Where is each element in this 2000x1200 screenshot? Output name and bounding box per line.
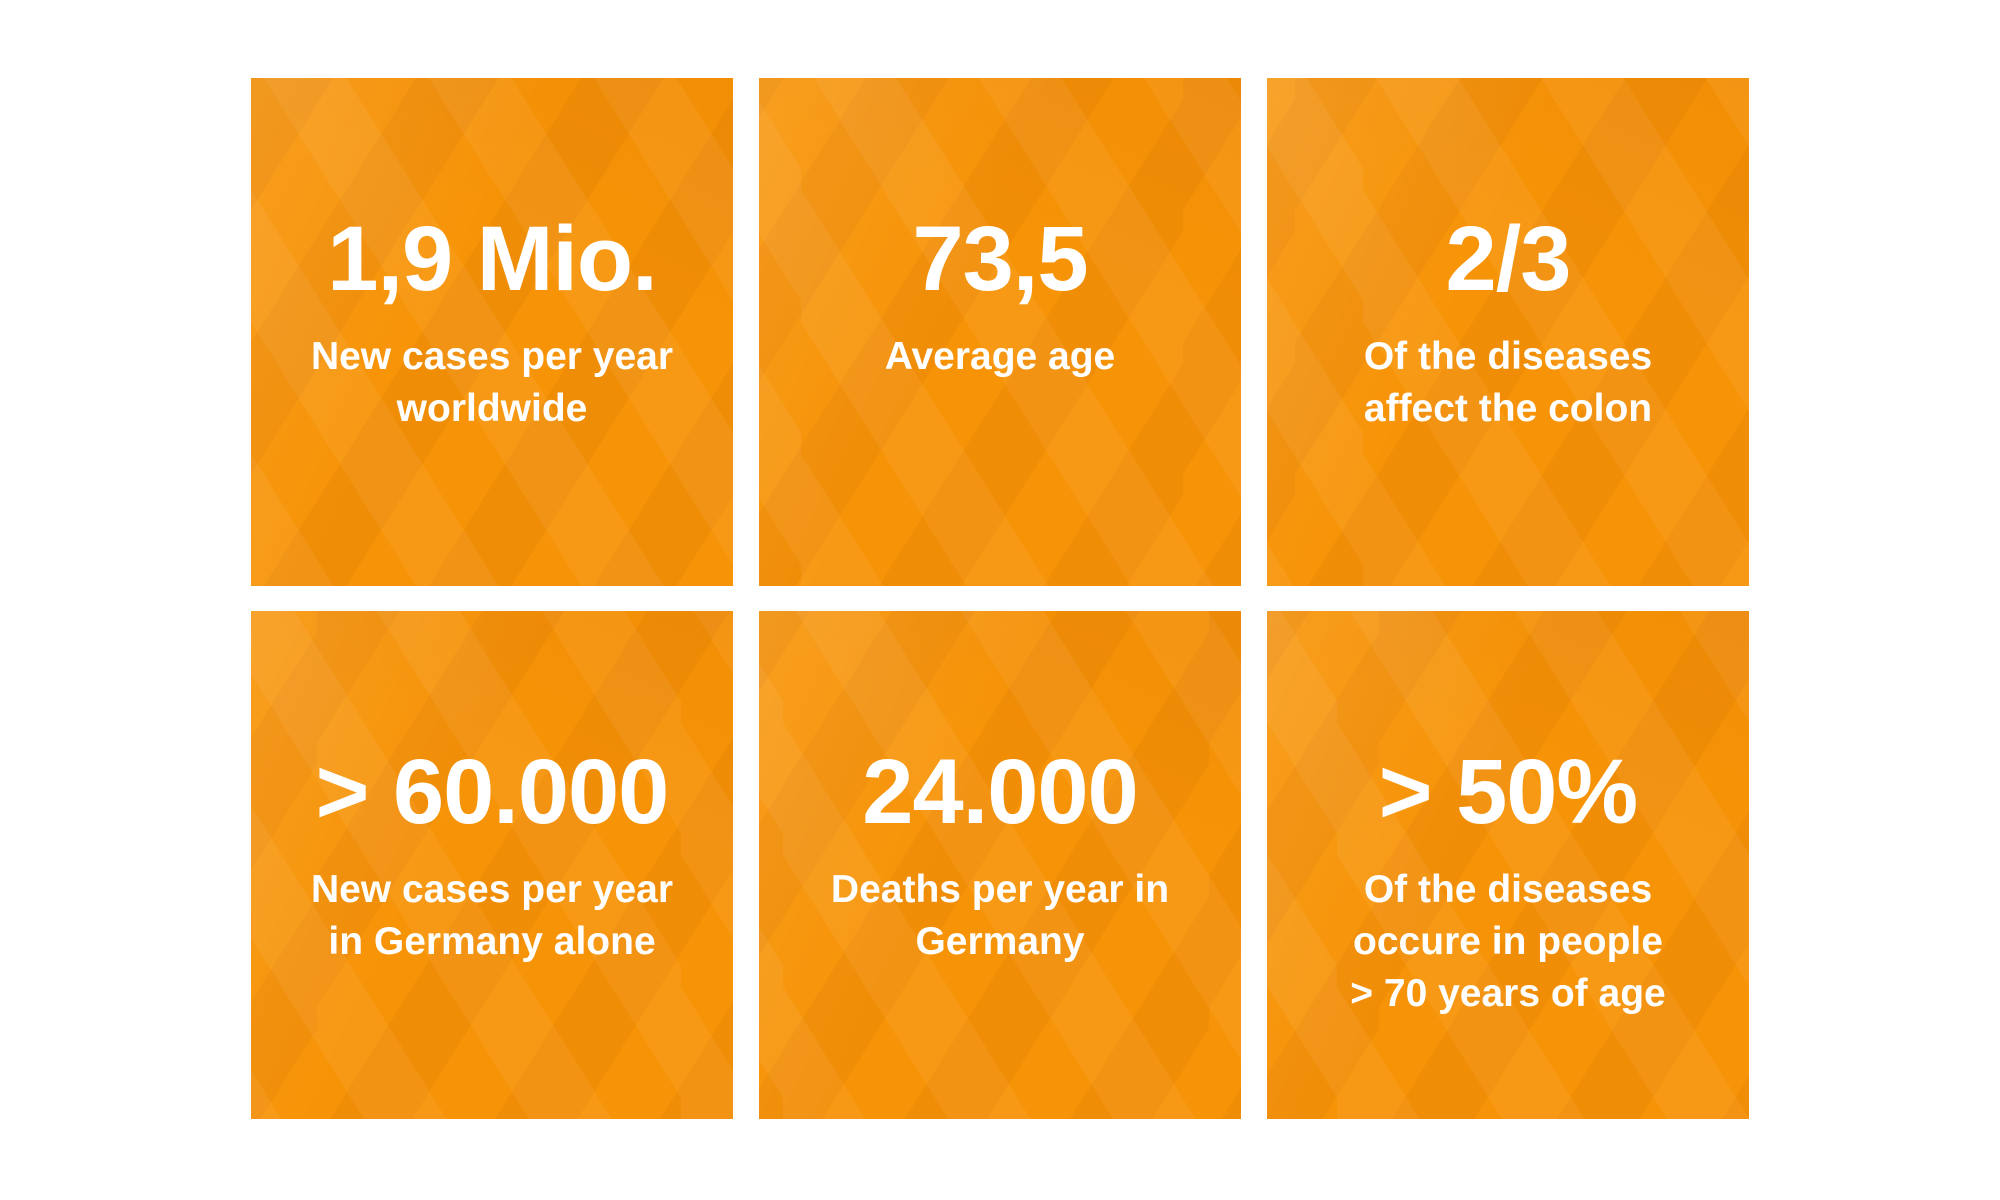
stat-label-line: Deaths per year in (830, 868, 1170, 911)
stat-label-line: Of the diseases (1363, 335, 1653, 378)
tile-new-cases-germany: > 60.000 New cases per year in Germany a… (251, 611, 733, 1119)
stat-label-line: worldwide (396, 387, 588, 430)
stat-label-line: Germany (915, 920, 1085, 963)
stat-label: New cases per year in Germany alone (251, 864, 733, 968)
stat-value: > 50% (1378, 741, 1638, 843)
tile-colon-share: 2/3 Of the diseases affect the colon (1267, 78, 1749, 586)
stat-label-line: New cases per year (310, 335, 674, 378)
stat-label: Of the diseases affect the colon (1267, 331, 1749, 435)
tile-deaths-germany: 24.000 Deaths per year in Germany (759, 611, 1241, 1119)
stat-label-line: affect the colon (1363, 387, 1653, 430)
stat-value: > 60.000 (315, 741, 670, 843)
stat-value: 73,5 (912, 208, 1088, 310)
stat-label: New cases per year worldwide (251, 331, 733, 435)
tile-average-age: 73,5 Average age (759, 78, 1241, 586)
stat-label-line: Of the diseases (1363, 868, 1653, 911)
stat-value: 1,9 Mio. (327, 208, 657, 310)
stats-board: 1,9 Mio. New cases per year worldwide 73… (251, 78, 1749, 1119)
stat-label: Average age (759, 331, 1241, 383)
tile-new-cases-worldwide: 1,9 Mio. New cases per year worldwide (251, 78, 733, 586)
stat-label-line: in Germany alone (328, 920, 656, 963)
stat-label-line: New cases per year (310, 868, 674, 911)
stat-value: 2/3 (1445, 208, 1572, 310)
stat-label: Deaths per year in Germany (759, 864, 1241, 968)
stat-label: Of the diseases occure in people > 70 ye… (1267, 864, 1749, 1020)
stat-label-line: Average age (884, 335, 1116, 378)
stat-value: 24.000 (862, 741, 1138, 843)
tile-age-over-70-share: > 50% Of the diseases occure in people >… (1267, 611, 1749, 1119)
stat-label-line: > 70 years of age (1350, 972, 1666, 1015)
stat-label-line: occure in people (1353, 920, 1663, 963)
